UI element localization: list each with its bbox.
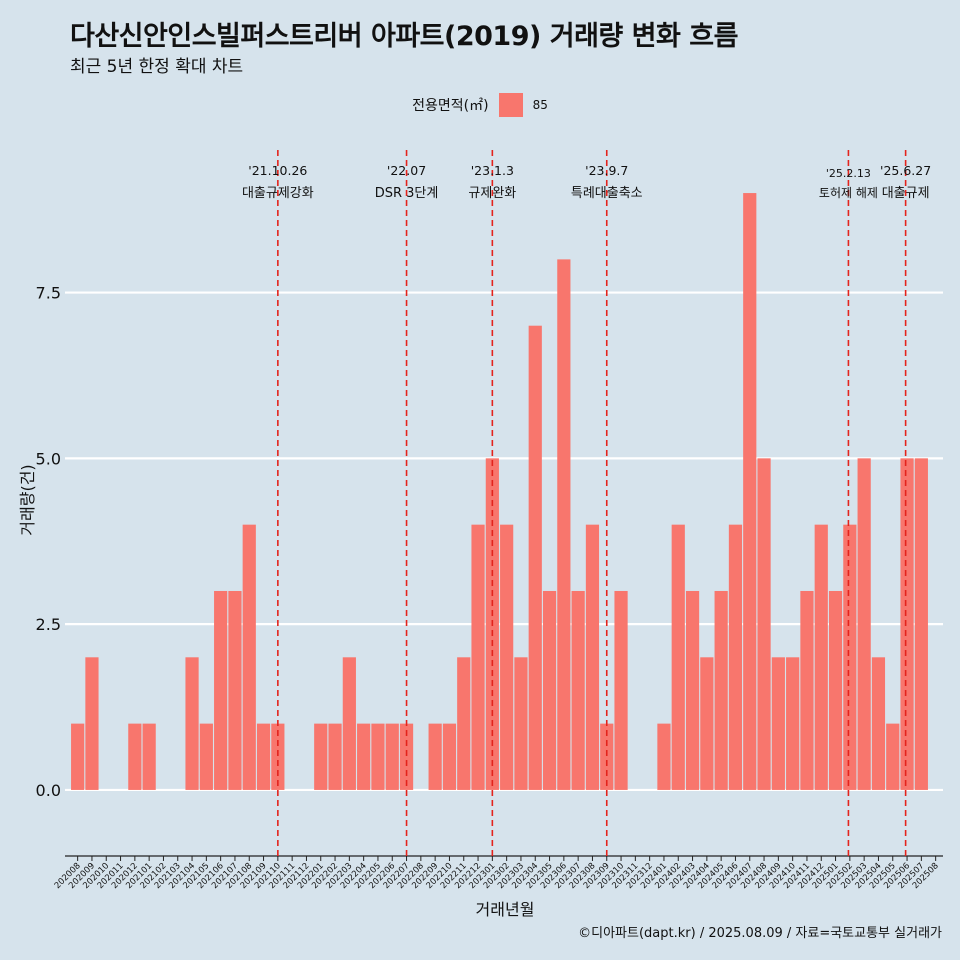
- bar: [428, 723, 442, 790]
- event-date-label: '25.6.27: [880, 163, 931, 178]
- event-date-label: '23.9.7: [585, 163, 628, 178]
- bar: [857, 458, 871, 790]
- bar: [914, 458, 928, 790]
- y-tick-label: 0.0: [36, 781, 61, 800]
- bar: [385, 723, 399, 790]
- bar: [843, 524, 857, 790]
- bar: [871, 657, 886, 790]
- bar: [585, 524, 600, 790]
- y-tick-label: 2.5: [36, 615, 61, 634]
- bar: [700, 657, 714, 790]
- bar: [786, 657, 800, 790]
- legend-swatch: [498, 93, 523, 117]
- bar: [571, 590, 585, 790]
- bar: [800, 590, 814, 790]
- bar: [557, 259, 571, 790]
- bar: [342, 657, 356, 790]
- source-caption: ©디아파트(dapt.kr) / 2025.08.09 / 자료=국토교통부 실…: [578, 926, 942, 941]
- bar: [828, 590, 843, 790]
- bar: [900, 458, 914, 790]
- bar: [528, 325, 542, 790]
- legend-title: 전용면적(㎡): [412, 98, 489, 114]
- event-name-label: 대출규제: [882, 186, 930, 201]
- bar: [128, 723, 142, 790]
- bar: [743, 193, 757, 790]
- y-tick-label: 5.0: [36, 449, 61, 468]
- bar: [271, 723, 285, 790]
- bar: [371, 723, 385, 790]
- event-date-label: '21.10.26: [248, 163, 307, 178]
- event-date-label: '25.2.13: [826, 167, 871, 180]
- bar: [256, 723, 271, 790]
- bar: [886, 723, 900, 790]
- bar: [471, 524, 485, 790]
- legend-item-label: 85: [532, 98, 548, 112]
- bar: [542, 590, 557, 790]
- bar: [71, 723, 85, 790]
- bar: [399, 723, 414, 790]
- bar: [685, 590, 700, 790]
- y-axis-title: 거래량(건): [18, 464, 37, 535]
- bar: [814, 524, 828, 790]
- bar: [500, 524, 514, 790]
- bar: [357, 723, 371, 790]
- event-name-label: 규제완화: [468, 186, 516, 201]
- bar: [242, 524, 256, 790]
- bar: [185, 657, 199, 790]
- bar: [442, 723, 457, 790]
- y-tick-label: 7.5: [36, 284, 61, 303]
- chart-title: 다산신안인스빌퍼스트리버 아파트(2019) 거래량 변화 흐름: [70, 21, 738, 52]
- bar: [228, 590, 242, 790]
- bar: [85, 657, 99, 790]
- bar: [728, 524, 743, 790]
- legend: 전용면적(㎡) 85: [0, 93, 960, 117]
- bar: [199, 723, 213, 790]
- bar: [600, 723, 614, 790]
- bar: [757, 458, 771, 790]
- event-name-label: 대출규제강화: [242, 186, 314, 201]
- bar: [514, 657, 528, 790]
- x-axis-title: 거래년월: [476, 900, 535, 919]
- bar: [314, 723, 328, 790]
- event-name-label: 특례대출축소: [571, 186, 643, 201]
- bar: [714, 590, 728, 790]
- event-name-label: 토허제 해제: [819, 186, 878, 200]
- bar: [142, 723, 156, 790]
- bar: [771, 657, 785, 790]
- bar: [328, 723, 342, 790]
- chart-subtitle: 최근 5년 한정 확대 차트: [70, 57, 244, 77]
- event-name-label: DSR 3단계: [375, 186, 439, 201]
- bar: [657, 723, 671, 790]
- event-date-label: '23.1.3: [471, 163, 514, 178]
- event-date-label: '22.07: [387, 163, 426, 178]
- bar: [457, 657, 471, 790]
- bar: [214, 590, 228, 790]
- bar: [671, 524, 685, 790]
- bar: [614, 590, 628, 790]
